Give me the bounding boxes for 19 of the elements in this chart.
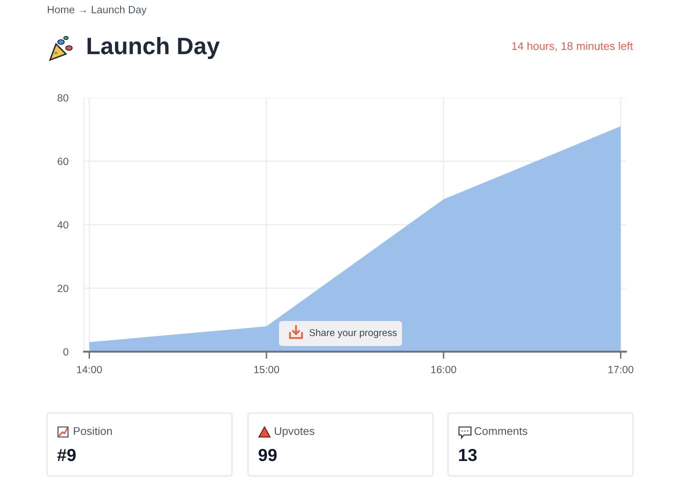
text: Comments (474, 427, 528, 435)
y-tick-label: 80 (58, 94, 68, 102)
annotation: Share your progress (309, 328, 397, 338)
text: 13 (459, 448, 477, 462)
y-tick-label: 20 (58, 284, 68, 292)
text: 99 (258, 448, 277, 462)
text: #9 (57, 448, 76, 462)
x-tick-label: 16:00 (431, 366, 456, 374)
text: Home → Launch Day (48, 6, 147, 16)
text: Upvotes (274, 427, 314, 438)
x-tick-label: 14:00 (77, 366, 102, 374)
chart-title: Launch Day (88, 36, 220, 60)
x-tick-label: 15:00 (254, 366, 280, 374)
text: Position (74, 426, 112, 435)
text: 14 hours, 18 minutes left (512, 42, 633, 52)
y-tick-label: 0 (63, 348, 68, 356)
x-tick-label: 17:00 (608, 366, 634, 374)
y-tick-label: 60 (58, 158, 68, 166)
y-tick-label: 40 (57, 221, 68, 229)
